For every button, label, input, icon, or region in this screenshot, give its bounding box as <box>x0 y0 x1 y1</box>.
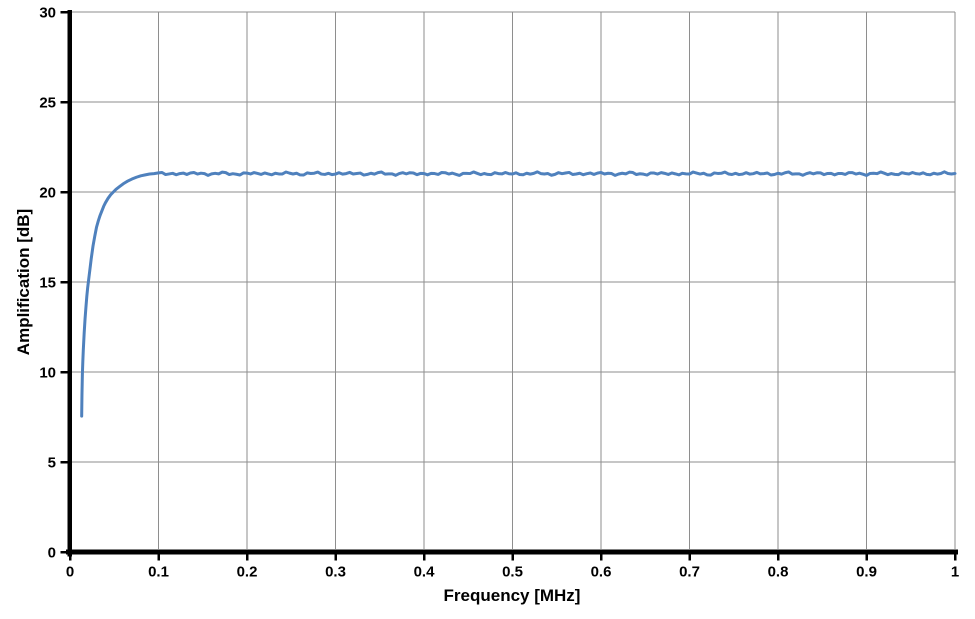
y-tick <box>60 370 68 374</box>
x-tick-label: 0.1 <box>148 564 169 581</box>
x-axis-line <box>66 549 958 555</box>
y-tick <box>60 10 68 14</box>
y-tick-label: 20 <box>39 185 56 202</box>
x-tick <box>511 554 514 561</box>
x-tick-label: 0.3 <box>325 564 346 581</box>
x-tick-label: 0.7 <box>679 564 700 581</box>
x-tick <box>157 554 160 561</box>
x-tick-label: 0 <box>66 564 74 581</box>
x-tick-label: 0.5 <box>502 564 523 581</box>
y-tick-label: 25 <box>39 95 56 112</box>
y-tick-label: 0 <box>48 545 56 562</box>
series-line <box>80 170 957 418</box>
x-tick <box>776 554 780 561</box>
x-axis-title: Frequency [MHz] <box>444 586 581 605</box>
tick-labels: 0 0.1 0.2 0.3 0.4 0.5 0.6 0.7 0.8 0.9 105101520253… <box>39 5 959 581</box>
x-tick <box>68 554 72 561</box>
x-tick <box>334 554 337 561</box>
y-tick <box>60 460 68 464</box>
data-series <box>80 170 957 418</box>
x-tick <box>865 554 868 561</box>
x-tick-label: 0.8 <box>768 564 789 581</box>
y-axis-title: Amplification [dB] <box>14 209 33 355</box>
x-tick <box>953 554 957 561</box>
y-tick <box>60 550 68 554</box>
y-tick-label: 10 <box>39 365 56 382</box>
x-tick <box>599 554 603 561</box>
x-tick <box>245 554 249 561</box>
x-tick-label: 0.9 <box>856 564 877 581</box>
y-tick <box>60 100 68 104</box>
x-tick <box>422 554 426 561</box>
x-tick <box>688 554 691 561</box>
axes <box>60 10 958 561</box>
x-tick-label: 0.2 <box>237 564 258 581</box>
x-tick-label: 1 <box>951 564 959 581</box>
y-axis-line <box>67 10 72 557</box>
y-tick <box>60 280 68 284</box>
gridlines <box>72 11 956 549</box>
x-tick-label: 0.6 <box>591 564 612 581</box>
x-tick-label: 0.4 <box>414 564 436 581</box>
y-tick-label: 5 <box>48 455 56 472</box>
y-tick-label: 15 <box>39 275 56 292</box>
y-tick-label: 30 <box>39 5 56 22</box>
y-tick <box>60 190 68 194</box>
